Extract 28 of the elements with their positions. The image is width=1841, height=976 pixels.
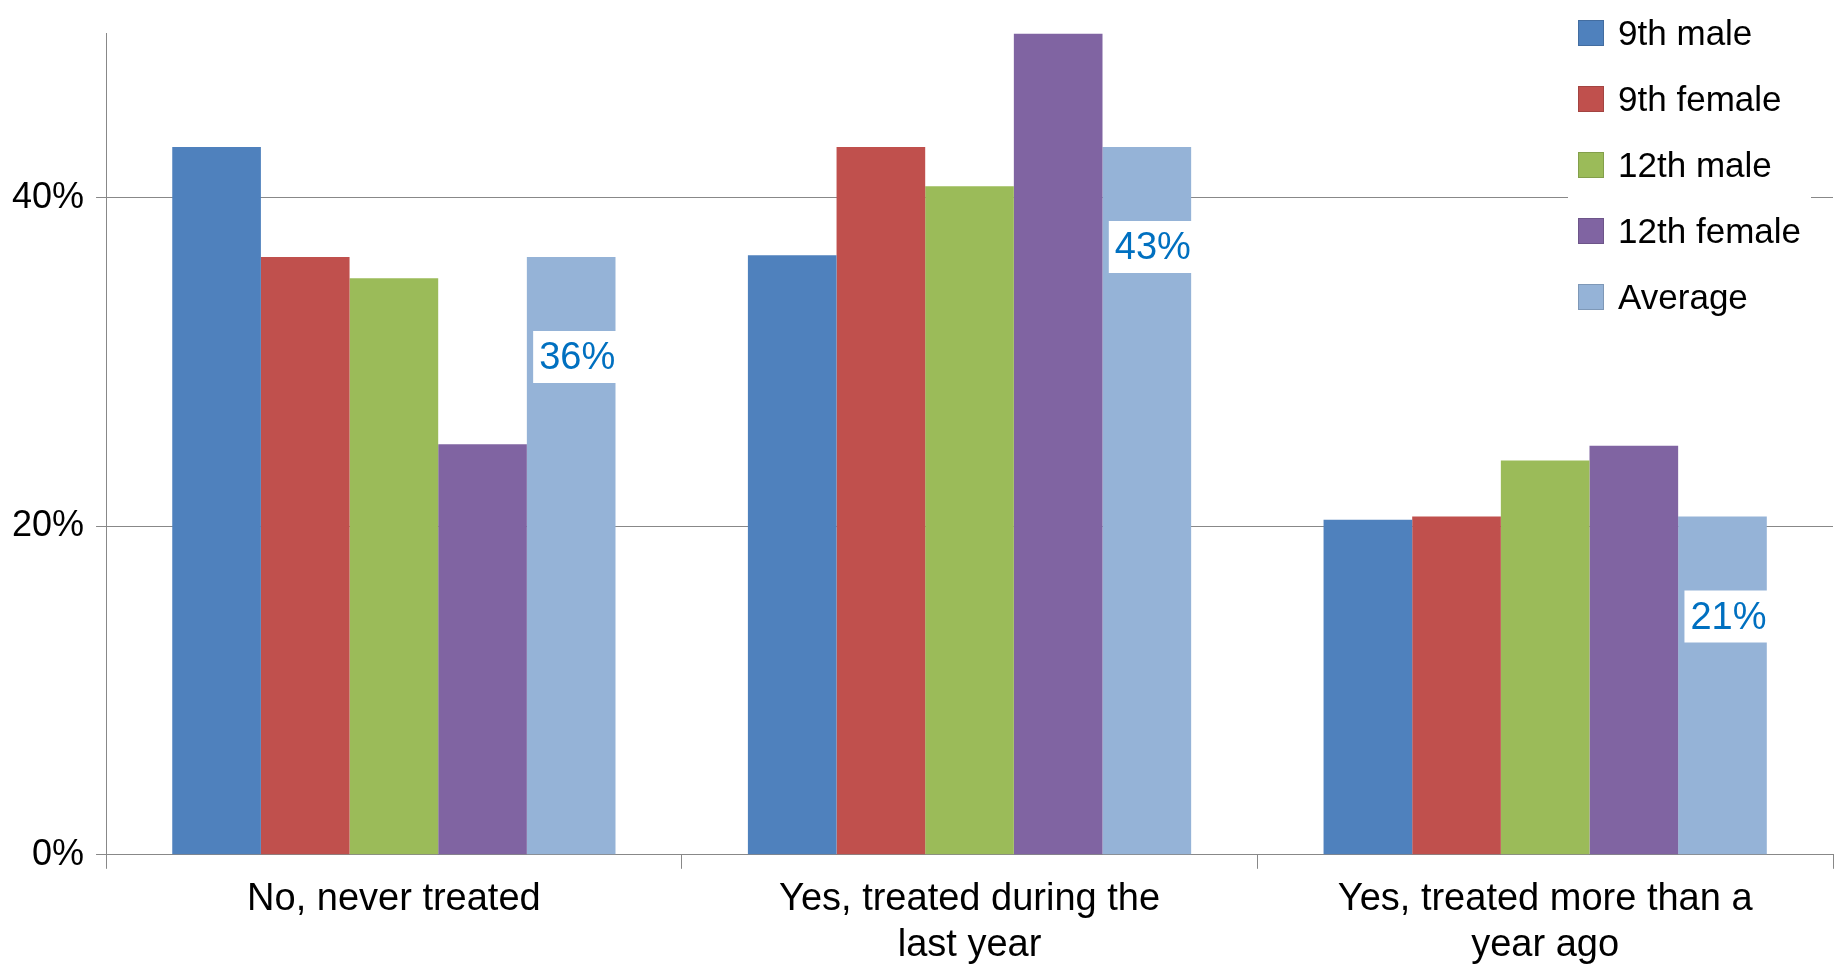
legend-label: 12th female [1618,211,1801,251]
bar [526,256,616,855]
bar [1500,460,1590,855]
bar [1013,33,1103,855]
data-label: 21% [1690,594,1767,637]
bar [1589,445,1679,855]
y-tick-label: 40% [11,174,85,216]
legend-label: Average [1618,277,1748,317]
bar [172,146,261,855]
y-tick-label: 0% [32,831,85,873]
bar [747,255,837,855]
bar [1412,516,1501,855]
bar [1102,146,1192,855]
bar [349,278,439,855]
bar [836,146,926,855]
legend-label: 9th female [1618,79,1782,119]
bar [1323,519,1413,855]
bar [260,256,350,855]
x-tick-label: Yes, treated more than a year ago [1337,876,1754,964]
x-tick-label: No, never treated [247,876,541,919]
legend-label: 12th male [1618,145,1772,185]
data-label: 43% [1114,225,1191,268]
y-tick-label: 20% [11,503,85,545]
legend-label: 9th male [1618,13,1753,53]
data-label: 36% [539,335,616,378]
bar [925,186,1014,855]
bar [438,444,527,855]
x-tick-label: Yes, treated during the last year [779,876,1161,964]
